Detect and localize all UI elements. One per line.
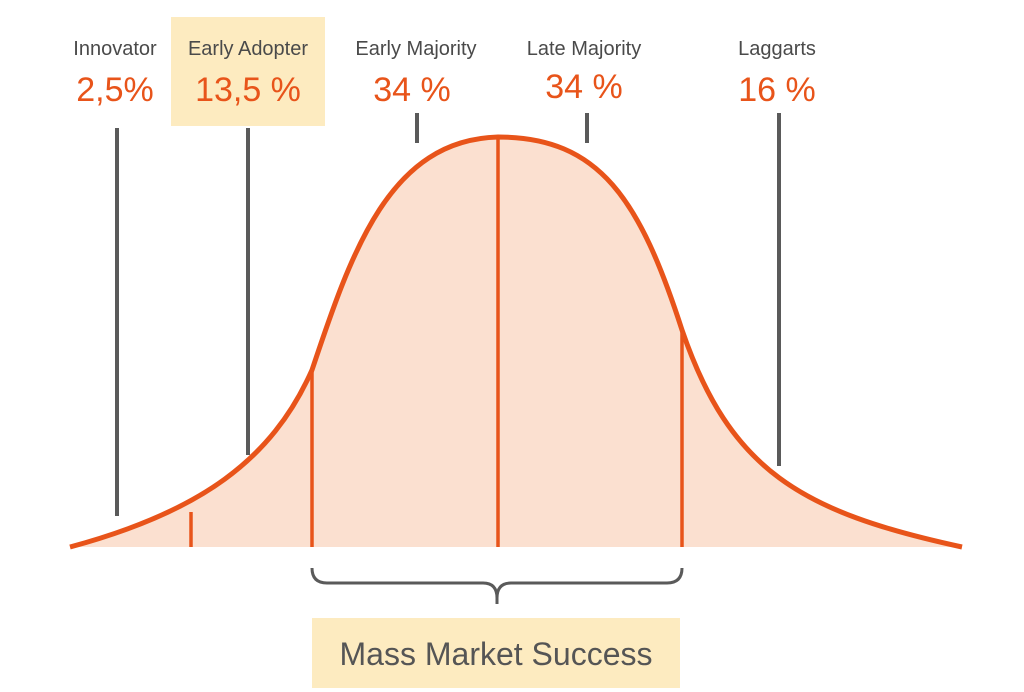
segment-share: 13,5 % xyxy=(195,71,301,109)
segment-share: 34 % xyxy=(545,68,623,106)
segment-label: Early Adopter xyxy=(188,38,308,60)
segment-label: Innovator xyxy=(73,38,157,60)
segment-label: Laggarts xyxy=(738,38,816,60)
segment-label: Late Majority xyxy=(527,38,642,60)
bell-curve xyxy=(69,134,963,550)
segment-label: Early Majority xyxy=(355,38,476,60)
brace xyxy=(310,567,684,604)
segment-share: 2,5% xyxy=(76,71,154,109)
curve-fill xyxy=(70,137,962,547)
footer-label: Mass Market Success xyxy=(340,636,653,672)
segment-share: 34 % xyxy=(373,71,451,109)
footer-box xyxy=(312,618,680,688)
highlight-box xyxy=(171,17,325,126)
segment-share: 16 % xyxy=(738,71,816,109)
